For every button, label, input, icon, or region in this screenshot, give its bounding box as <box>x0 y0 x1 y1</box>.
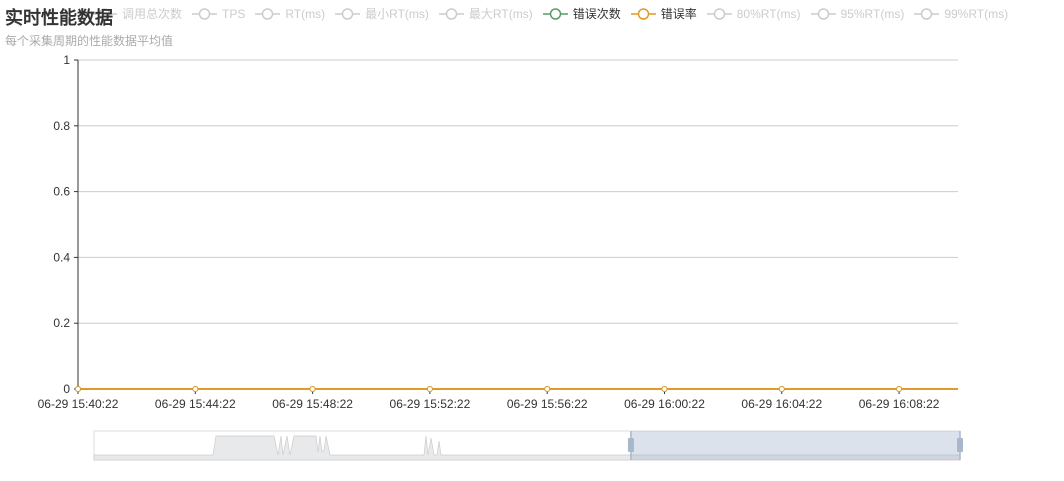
legend-label: 80%RT(ms) <box>736 6 801 21</box>
legend-item[interactable]: RT(ms) <box>255 5 325 22</box>
legend-line-circle-icon <box>914 7 940 20</box>
legend-label: 调用总次数 <box>122 7 183 21</box>
legend-line-circle-icon <box>438 7 464 20</box>
y-tick-label: 0.4 <box>53 250 70 264</box>
x-tick-label: 06-29 15:56:22 <box>507 397 588 411</box>
legend-label: 95%RT(ms) <box>840 6 905 21</box>
legend-item[interactable]: 错误率 <box>630 5 697 22</box>
legend-label: 99%RT(ms) <box>944 6 1009 21</box>
y-tick-label: 0.2 <box>53 316 70 330</box>
x-tick-label: 06-29 15:44:22 <box>155 397 236 411</box>
legend-line-circle-icon <box>192 7 218 20</box>
legend-label: 最小RT(ms) <box>365 7 429 21</box>
data-point <box>778 386 785 392</box>
legend-item[interactable]: 80%RT(ms) <box>706 5 801 22</box>
legend-item[interactable]: 调用总次数 <box>92 5 182 22</box>
data-zoom-preview <box>93 435 961 461</box>
x-tick-label: 06-29 15:40:22 <box>38 397 119 411</box>
y-tick-label: 0.6 <box>53 185 70 199</box>
data-point <box>896 386 903 392</box>
legend-line-circle-icon <box>542 7 568 20</box>
x-tick-label: 06-29 15:48:22 <box>272 397 353 411</box>
y-tick-label: 1 <box>63 53 70 67</box>
legend-item[interactable]: 95%RT(ms) <box>810 5 905 22</box>
legend-item[interactable]: TPS <box>192 5 245 22</box>
chart-title: 实时性能数据 <box>5 8 113 28</box>
data-point <box>75 386 81 392</box>
data-zoom-selection[interactable] <box>630 431 960 460</box>
data-point <box>661 386 668 392</box>
x-tick-label: 06-29 15:52:22 <box>390 397 471 411</box>
legend-item[interactable]: 99%RT(ms) <box>914 5 1008 22</box>
legend-item[interactable]: 最小RT(ms) <box>335 5 429 22</box>
x-tick-label: 06-29 16:00:22 <box>624 397 705 411</box>
data-zoom-handle[interactable] <box>957 438 963 452</box>
legend-label: 错误次数 <box>572 7 621 21</box>
legend-line-circle-icon <box>706 7 732 20</box>
legend-label: 最大RT(ms) <box>468 7 533 21</box>
x-tick-label: 06-29 16:08:22 <box>859 397 940 411</box>
legend-line-circle-icon <box>335 7 361 20</box>
legend-item[interactable]: 最大RT(ms) <box>438 5 533 22</box>
y-tick-label: 0.8 <box>53 119 70 133</box>
legend-label: TPS <box>222 6 246 21</box>
legend-line-circle-icon <box>255 7 281 20</box>
legend-line-circle-icon <box>630 7 656 20</box>
data-point <box>544 386 551 392</box>
legend-item[interactable]: 错误次数 <box>542 5 621 22</box>
data-zoom-handle[interactable] <box>627 438 634 452</box>
legend-line-circle-icon <box>92 7 117 20</box>
x-tick-label: 06-29 16:04:22 <box>741 397 822 411</box>
legend-label: RT(ms) <box>285 6 326 21</box>
legend-label: 错误率 <box>660 7 697 21</box>
y-tick-label: 0 <box>63 382 70 396</box>
chart-subtitle: 每个采集周期的性能数据平均值 <box>5 34 174 48</box>
data-point <box>426 386 433 392</box>
data-point <box>309 386 316 392</box>
legend: 调用总次数 TPS RT(ms) 最小RT(ms) 最大RT(ms) 错误次数 错误率 80%… <box>92 5 1008 22</box>
data-point <box>192 386 199 392</box>
legend-line-circle-icon <box>810 7 836 20</box>
